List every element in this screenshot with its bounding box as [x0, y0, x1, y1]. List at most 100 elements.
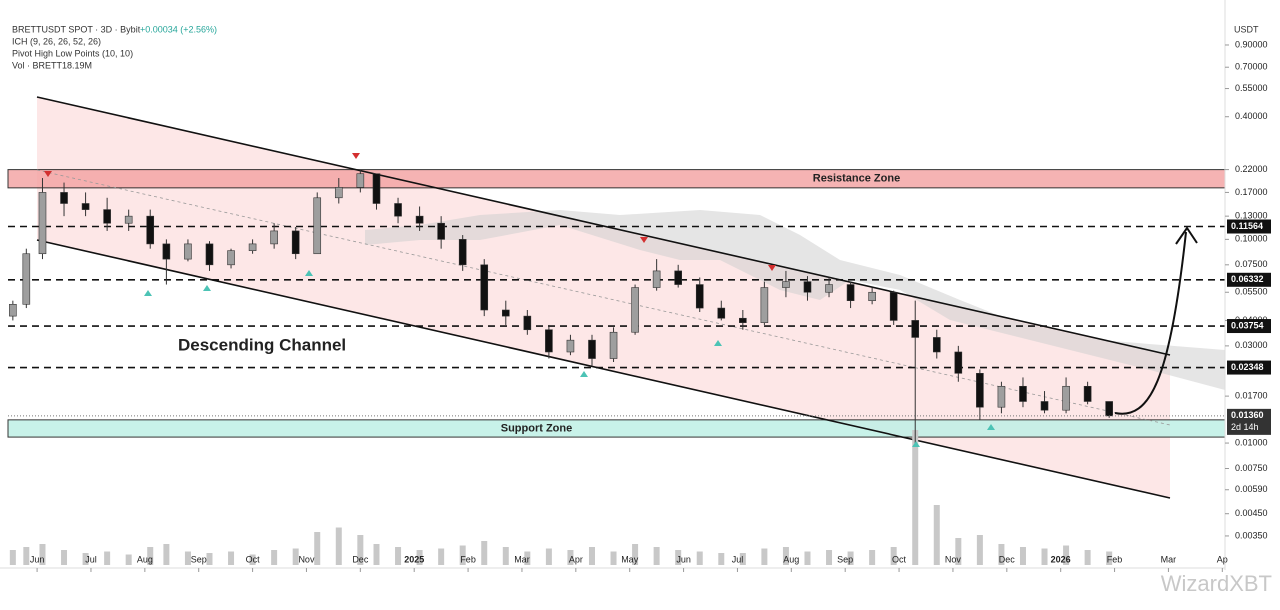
candle-body: [372, 173, 381, 204]
volume-bar: [976, 535, 983, 565]
x-tick-label: Oct: [892, 554, 907, 564]
volume-bar: [739, 553, 746, 565]
y-tick-label: 0.10000: [1235, 234, 1268, 244]
candle-body: [1040, 401, 1049, 411]
x-tick-label: Sep: [837, 554, 853, 564]
volume-bar: [653, 547, 660, 565]
volume-bar: [416, 550, 423, 565]
pivot-high: [768, 265, 776, 271]
volume-bar: [545, 548, 552, 565]
x-tick-label: Dec: [999, 554, 1016, 564]
change: +0.00034 (+2.56%): [140, 24, 217, 34]
y-tick-label: 0.00350: [1235, 530, 1268, 540]
candle-body: [1105, 401, 1113, 417]
volume-bar: [890, 547, 897, 565]
candle-body: [394, 203, 402, 217]
zone: [7, 419, 1226, 438]
volume-bar: [163, 544, 170, 565]
volume-bar: [933, 505, 940, 565]
pivot-low: [144, 290, 152, 296]
x-tick-label: Ap: [1217, 554, 1228, 564]
x-tick-label: Jul: [85, 554, 97, 564]
x-tick-label: Jul: [732, 554, 744, 564]
candle-body: [313, 197, 322, 255]
volume-bar: [249, 554, 256, 565]
y-tick-label: 0.90000: [1235, 39, 1268, 49]
candle-body: [248, 243, 257, 251]
candle-body: [9, 303, 17, 317]
last-price-box: [1227, 408, 1271, 435]
countdown: 2d 14h: [1231, 422, 1259, 432]
x-tick-label: Aug: [783, 554, 799, 564]
candle-body: [38, 192, 47, 255]
candle-body: [22, 253, 31, 305]
pivot-low: [912, 441, 920, 447]
volume-bar: [335, 527, 342, 565]
y-tick-label: 0.40000: [1235, 111, 1268, 121]
indicator: ICH (9, 26, 26, 52, 26): [12, 36, 101, 46]
candle-body: [695, 284, 704, 309]
x-tick-label: Oct: [246, 554, 261, 564]
pivot-high: [352, 153, 360, 159]
x-tick-label: Nov: [298, 554, 315, 564]
volume-bar: [826, 550, 833, 565]
y-tick-label: 0.00450: [1235, 508, 1268, 518]
candle-body: [1083, 385, 1092, 402]
level-box: [1227, 360, 1271, 375]
x-tick-label: Feb: [1107, 554, 1123, 564]
y-tick-label: 0.55000: [1235, 83, 1268, 93]
channel-fill: [37, 97, 1170, 498]
x-tick-label: Jun: [676, 554, 691, 564]
candle-body: [803, 281, 812, 293]
candle-body: [458, 239, 467, 266]
y-tick-label: 0.13000: [1235, 211, 1268, 221]
candle-body: [609, 331, 618, 359]
x-tick-label: 2025: [404, 554, 424, 564]
candle-body: [1019, 385, 1027, 402]
volume-bar: [524, 551, 531, 565]
candle-body: [674, 270, 682, 285]
candle-body: [291, 230, 300, 255]
volume-bar: [357, 535, 364, 565]
x-tick-label: Sep: [191, 554, 207, 564]
watermark: WizardXBT: [1161, 571, 1272, 596]
volume-bar: [481, 541, 488, 565]
volume-bar: [1019, 547, 1026, 565]
y-tick-label: 0.17000: [1235, 187, 1268, 197]
candle-body: [911, 320, 920, 338]
volume-bar: [147, 547, 154, 565]
candle-body: [889, 291, 898, 321]
volume-bar: [955, 538, 962, 565]
y-tick-label: 0.01700: [1235, 390, 1268, 400]
volume-bar: [82, 553, 89, 565]
channel-label: Descending Channel: [178, 335, 346, 354]
volume-bar: [998, 544, 1005, 565]
candle-body: [146, 215, 155, 245]
level-label: 0.06332: [1231, 274, 1264, 284]
candle-body: [588, 339, 596, 359]
candle-body: [184, 243, 192, 260]
x-tick-label: 2026: [1051, 554, 1071, 564]
volume-bar: [292, 548, 299, 565]
candle-body: [356, 173, 365, 188]
x-tick-label: Apr: [569, 554, 583, 564]
volume-bar: [588, 547, 595, 565]
candle-body: [954, 351, 963, 374]
y-tick-label: 0.03000: [1235, 340, 1268, 350]
candle-body: [162, 243, 171, 260]
zone-label: Resistance Zone: [813, 173, 900, 185]
ichimoku-cloud: [365, 210, 1225, 390]
candle-body: [545, 329, 553, 353]
volume-bar: [228, 551, 235, 565]
y-tick-label: 0.00590: [1235, 484, 1268, 494]
candle-body: [124, 215, 133, 224]
candle-body: [782, 281, 790, 288]
candle-body: [739, 317, 747, 323]
pivot-low: [203, 285, 211, 291]
x-tick-label: Mar: [1161, 554, 1177, 564]
pivot-low: [580, 371, 588, 377]
level-box: [1227, 219, 1271, 234]
volume-bar: [610, 551, 617, 565]
x-tick-label: Aug: [137, 554, 153, 564]
